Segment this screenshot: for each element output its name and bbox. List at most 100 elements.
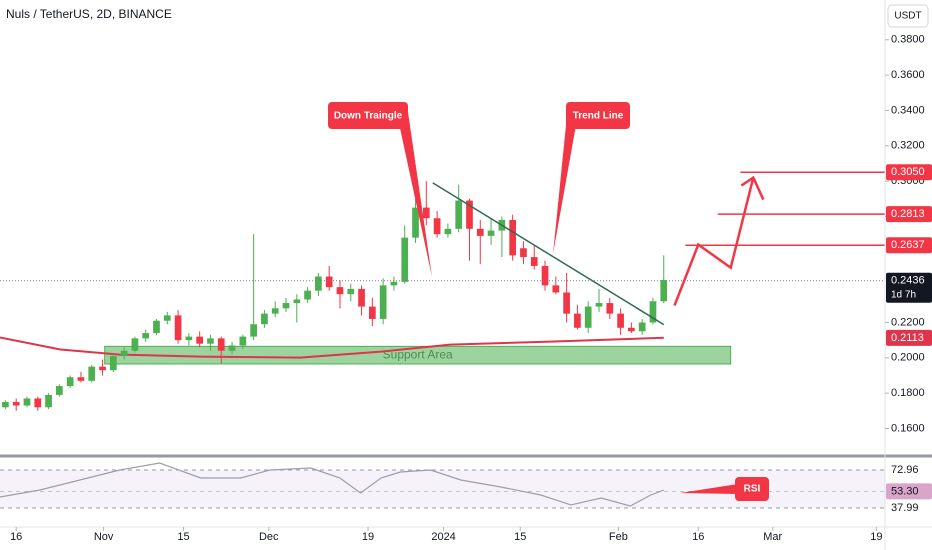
y-tick-label: 0.1800 xyxy=(891,387,925,399)
chart-title: Nuls / TetherUS, 2D, BINANCE xyxy=(6,7,172,21)
candle-body xyxy=(563,292,570,314)
candle-body xyxy=(660,280,668,302)
level-label-box xyxy=(886,237,932,254)
level-label-box xyxy=(886,164,932,181)
trend-line xyxy=(432,182,665,326)
currency-box xyxy=(887,4,929,28)
candle-body xyxy=(282,303,290,309)
candle-body xyxy=(487,230,495,236)
candle-body xyxy=(379,285,387,319)
candle-body xyxy=(476,228,484,236)
callout-shape xyxy=(332,104,432,277)
countdown: 1d 7h xyxy=(891,289,916,300)
candle-body xyxy=(336,287,344,295)
last-price-box xyxy=(886,272,932,303)
candle-body xyxy=(390,281,398,286)
rsi-value-box xyxy=(886,483,932,500)
candle-body xyxy=(325,276,333,288)
plot-area: Support Area xyxy=(0,171,885,509)
candle-body xyxy=(433,218,441,235)
candle-body xyxy=(347,288,355,295)
candle-body xyxy=(239,336,247,346)
level-label: 0.2637 xyxy=(891,239,925,251)
x-tick-label: Nov xyxy=(94,531,114,543)
candle-body xyxy=(293,299,301,304)
x-tick-label: 15 xyxy=(514,531,526,543)
candle-body xyxy=(304,290,311,300)
candle-body xyxy=(12,401,20,406)
x-tick-label: Mar xyxy=(763,531,782,543)
candle-body xyxy=(358,288,365,307)
candle-body xyxy=(163,315,171,321)
x-tick-label: Dec xyxy=(259,531,279,543)
candle-body xyxy=(2,401,9,408)
candle-body xyxy=(99,366,106,371)
x-tick-label: 19 xyxy=(870,531,882,543)
candle-body xyxy=(185,336,193,341)
candle-body xyxy=(520,248,527,258)
callout-rsi: RSI xyxy=(680,477,769,501)
candle-body xyxy=(530,257,538,266)
candle-body xyxy=(66,377,74,387)
y-tick-label: 0.2200 xyxy=(891,316,925,328)
candle-body xyxy=(422,207,430,219)
candle-body xyxy=(34,398,42,408)
candle-body xyxy=(142,333,150,339)
callout-box xyxy=(566,102,630,129)
y-tick-label: 0.3400 xyxy=(891,104,925,116)
candle-body xyxy=(638,322,646,332)
level-label: 0.3050 xyxy=(891,166,925,178)
x-tick-label: 2024 xyxy=(431,531,455,543)
candle-body xyxy=(584,306,592,328)
candle-body xyxy=(250,324,257,337)
candle-body xyxy=(617,313,624,328)
ma-label-box xyxy=(886,329,932,346)
callout-box xyxy=(328,102,408,129)
candle-body xyxy=(23,398,31,406)
x-tick-label: 19 xyxy=(362,531,374,543)
y-tick-label: 0.2000 xyxy=(891,352,925,364)
candle-body xyxy=(595,303,603,307)
currency: USDT xyxy=(894,11,921,22)
callout-box xyxy=(735,477,769,501)
callout-text: Trend Line xyxy=(573,111,624,122)
candle-body xyxy=(315,276,322,291)
y-tick-label: 0.3200 xyxy=(891,140,925,152)
candle-body xyxy=(401,237,409,282)
candle-body xyxy=(541,265,549,286)
y-tick-label: 0.3800 xyxy=(891,34,925,46)
y-tick-label: 0.3600 xyxy=(891,69,925,81)
candle-body xyxy=(217,338,225,351)
candle-body xyxy=(153,320,160,334)
candle-body xyxy=(109,356,117,371)
support-label: Support Area xyxy=(383,347,453,361)
x-tick-label: 16 xyxy=(692,531,704,543)
callout-trend-line: Trend Line xyxy=(553,102,630,254)
callout-down-triangle: Down Traingle xyxy=(328,102,432,277)
candle-body xyxy=(574,313,581,328)
level-label-box xyxy=(886,206,932,223)
candle-body xyxy=(45,394,52,408)
candle-body xyxy=(412,207,419,238)
callout-shape xyxy=(680,484,738,494)
candle-body xyxy=(455,200,463,229)
candle-body xyxy=(88,366,96,381)
x-tick-label: 15 xyxy=(177,531,189,543)
candle-body xyxy=(649,301,657,323)
candle-body xyxy=(77,377,85,381)
rsi-tick-label: 37.99 xyxy=(891,502,919,514)
axes: 0.38000.36000.34000.32000.30000.28000.22… xyxy=(10,34,932,543)
callout-text: Down Traingle xyxy=(334,111,403,122)
rsi-tick-label: 72.96 xyxy=(891,464,919,476)
rsi-line xyxy=(0,462,665,507)
moving-average xyxy=(0,336,664,359)
callout-shape xyxy=(553,125,576,254)
candle-body xyxy=(131,338,139,351)
x-tick-label: 16 xyxy=(10,531,22,543)
candle-body xyxy=(444,228,452,235)
candle-body xyxy=(509,219,516,256)
y-tick-label: 0.1600 xyxy=(891,422,925,434)
candle-body xyxy=(261,313,268,325)
